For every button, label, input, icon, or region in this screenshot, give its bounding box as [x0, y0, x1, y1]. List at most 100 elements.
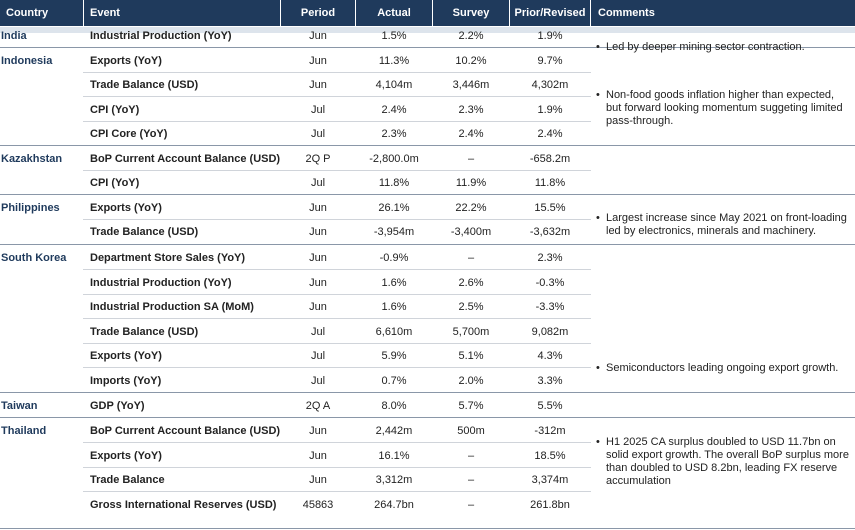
cell-country: [1, 295, 81, 319]
cell-survey: 2.6%: [458, 277, 484, 289]
cell-prior: 4,302m: [531, 79, 569, 91]
cell-prior: 15.5%: [534, 202, 566, 214]
cell-period: Jul: [310, 350, 326, 362]
cell-period: Jun: [309, 252, 327, 264]
cell-survey: 5,700m: [452, 326, 490, 338]
cell-period: Jun: [309, 301, 327, 313]
comment-indonesia: Non-food goods inflation higher than exp…: [594, 89, 852, 128]
cell-event: Exports (YoY): [90, 450, 162, 462]
cell-event: Department Store Sales (YoY): [90, 252, 246, 264]
cell-period: Jul: [310, 104, 326, 116]
row-divider: [83, 294, 591, 295]
row-divider: [83, 121, 591, 122]
cell-country: India: [1, 30, 27, 42]
cell-actual: 6,610m: [375, 326, 413, 338]
cell-survey: –: [467, 450, 475, 462]
row-divider: [83, 96, 591, 97]
cell-survey: –: [467, 252, 475, 264]
cell-country: [1, 73, 81, 97]
cell-country: [1, 369, 81, 393]
comment-philippines: Largest increase since May 2021 on front…: [594, 212, 852, 238]
cell-prior: 3.3%: [537, 375, 563, 387]
cell-event: GDP (YoY): [90, 400, 145, 412]
cell-actual: 2.4%: [381, 104, 407, 116]
cell-country: [1, 171, 81, 195]
cell-survey: –: [467, 474, 475, 486]
cell-actual: 1.5%: [381, 30, 407, 42]
header-divider: [590, 0, 591, 26]
cell-event: Industrial Production (YoY): [90, 277, 232, 289]
cell-period: Jul: [310, 326, 326, 338]
row-divider: [83, 269, 591, 270]
group-divider: [0, 244, 855, 245]
cell-period: Jun: [309, 202, 327, 214]
cell-survey: 2.5%: [458, 301, 484, 313]
cell-prior: -658.2m: [529, 153, 571, 165]
cell-country: [1, 220, 81, 244]
cell-actual: 4,104m: [375, 79, 413, 91]
cell-event: Trade Balance (USD): [90, 226, 199, 238]
cell-actual: 264.7bn: [374, 499, 414, 511]
row-divider: [83, 219, 591, 220]
cell-survey: 2.0%: [458, 375, 484, 387]
cell-survey: 2.3%: [458, 104, 484, 116]
cell-event: Industrial Production (YoY): [90, 30, 232, 42]
comment-india: Led by deeper mining sector contraction.: [594, 41, 852, 54]
cell-country: Taiwan: [1, 400, 38, 412]
row-divider: [83, 467, 591, 468]
cell-prior: 2.4%: [537, 128, 563, 140]
cell-survey: 2.2%: [458, 30, 484, 42]
cell-event: Trade Balance: [90, 474, 165, 486]
header-divider: [509, 0, 510, 26]
cell-period: Jun: [309, 450, 327, 462]
header-event: Event: [90, 7, 120, 19]
cell-prior: -3,632m: [529, 226, 571, 238]
cell-period: Jul: [310, 128, 326, 140]
cell-survey: 3,446m: [452, 79, 490, 91]
cell-survey: –: [467, 153, 475, 165]
cell-actual: 1.6%: [381, 301, 407, 313]
cell-survey: 10.2%: [455, 55, 487, 67]
row-divider: [83, 367, 591, 368]
group-divider: [0, 194, 855, 195]
cell-event: Exports (YoY): [90, 55, 162, 67]
cell-period: Jun: [309, 474, 327, 486]
cell-survey: 5.7%: [458, 400, 484, 412]
row-divider: [83, 318, 591, 319]
group-divider: [0, 392, 855, 393]
cell-prior: 9.7%: [537, 55, 563, 67]
cell-event: BoP Current Account Balance (USD): [90, 153, 281, 165]
cell-country: [1, 98, 81, 122]
cell-actual: 2,442m: [375, 425, 413, 437]
cell-period: Jul: [310, 177, 326, 189]
cell-survey: -3,400m: [450, 226, 492, 238]
header-divider: [355, 0, 356, 26]
group-divider: [0, 145, 855, 146]
cell-country: Philippines: [1, 202, 60, 214]
cell-event: CPI (YoY): [90, 104, 140, 116]
cell-country: [1, 271, 81, 295]
cell-country: Kazakhstan: [1, 153, 63, 165]
row-divider: [83, 442, 591, 443]
comment-south-korea: Semiconductors leading ongoing export gr…: [594, 362, 852, 375]
cell-event: Gross International Reserves (USD): [90, 499, 277, 511]
header-comments: Comments: [598, 7, 655, 19]
cell-actual: 0.7%: [381, 375, 407, 387]
cell-actual: -3,954m: [373, 226, 415, 238]
cell-event: Trade Balance (USD): [90, 79, 199, 91]
cell-period: Jun: [309, 277, 327, 289]
cell-actual: -0.9%: [379, 252, 409, 264]
cell-prior: 1.9%: [537, 104, 563, 116]
cell-actual: 2.3%: [381, 128, 407, 140]
row-divider: [83, 491, 591, 492]
cell-period: Jun: [309, 425, 327, 437]
cell-survey: 2.4%: [458, 128, 484, 140]
cell-prior: 3,374m: [531, 474, 569, 486]
header-divider: [432, 0, 433, 26]
cell-survey: 22.2%: [455, 202, 487, 214]
cell-period: Jun: [309, 55, 327, 67]
cell-prior: -3.3%: [535, 301, 565, 313]
comment-thailand: H1 2025 CA surplus doubled to USD 11.7bn…: [594, 436, 852, 488]
cell-actual: 11.8%: [378, 177, 410, 189]
cell-event: CPI (YoY): [90, 177, 140, 189]
